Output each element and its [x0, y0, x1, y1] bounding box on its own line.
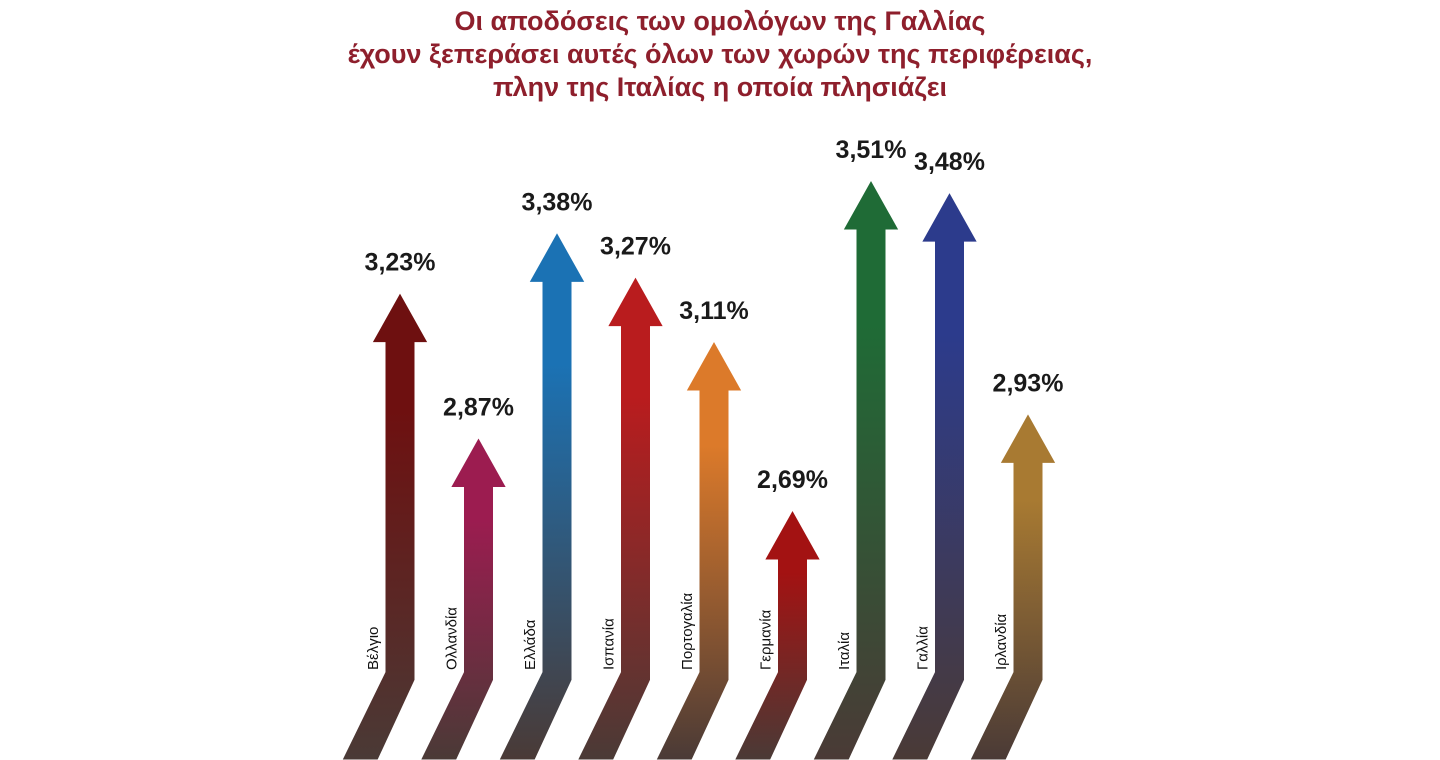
category-label: Ελλάδα — [522, 619, 539, 670]
category-label: Πορτογαλία — [679, 592, 696, 670]
value-label: 3,27% — [600, 233, 671, 261]
value-label: 2,87% — [443, 394, 514, 422]
value-label: 2,93% — [993, 369, 1064, 397]
arrow-bar — [733, 508, 822, 760]
category-label: Ιρλανδία — [993, 613, 1010, 670]
arrow-bar — [812, 178, 900, 760]
arrow-bar — [969, 412, 1057, 760]
value-label: 3,48% — [914, 148, 985, 176]
arrow-bar — [419, 436, 508, 760]
value-label: 3,23% — [365, 249, 436, 277]
category-label: Γαλλία — [915, 626, 932, 670]
category-label: Ιταλία — [836, 632, 853, 670]
chart-title: έχουν ξεπεράσει αυτές όλων των χωρών της… — [348, 39, 1093, 69]
chart-title: Οι αποδόσεις των ομολόγων της Γαλλίας — [455, 6, 986, 36]
arrow-bar — [576, 275, 665, 760]
arrow-bar — [655, 339, 743, 760]
value-label: 3,51% — [836, 136, 907, 164]
arrow-bar — [341, 291, 429, 760]
arrow-bar — [890, 191, 979, 760]
category-label: Ολλανδία — [444, 607, 461, 670]
category-label: Γερμανία — [758, 609, 775, 670]
value-label: 2,69% — [757, 466, 828, 494]
category-label: Βέλγιο — [365, 627, 382, 670]
chart-title: πλην της Ιταλίας η οποία πλησιάζει — [493, 72, 947, 102]
category-label: Ισπανία — [601, 618, 618, 670]
value-label: 3,38% — [522, 188, 593, 216]
value-label: 3,11% — [679, 297, 749, 325]
arrow-bar — [498, 231, 586, 760]
